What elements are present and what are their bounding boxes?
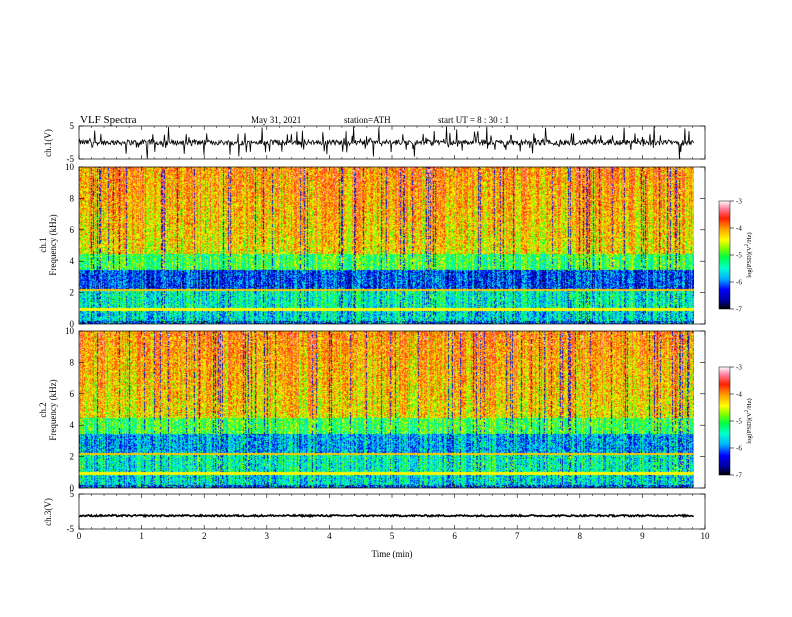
colorbar-tick-label: -5: [736, 418, 742, 426]
y-tick-label: 10: [65, 162, 75, 172]
y-tick-label: 5: [70, 121, 75, 131]
ch3-waveform-panel: 0 1 2 3 4 5 6 7 8 9 10 5 -5: [67, 489, 711, 541]
y-tick-label: 6: [70, 389, 75, 399]
y-tick-label: 4: [70, 256, 75, 266]
ch1-colorbar-label: log(PSD)(V2/Hz): [745, 232, 753, 277]
y-tick-label: 10: [65, 326, 75, 336]
x-tick-label: 1: [139, 531, 144, 541]
colorbar-tick-label: -5: [736, 252, 742, 260]
y-tick-label: 0: [70, 483, 75, 493]
y-tick-label: 5: [70, 489, 75, 499]
y-tick-label: 2: [70, 452, 75, 462]
y-tick-label: -5: [67, 154, 75, 164]
colorbar-tick-label: -4: [736, 225, 742, 233]
ch1-spectrogram-ylabel: Frequency (kHz): [48, 214, 58, 275]
ch2-colorbar: -3 -4 -5 -6 -7 log(PSD)(V2/Hz): [718, 364, 753, 480]
y-tick-label: -5: [67, 524, 75, 534]
x-tick-label: 4: [327, 531, 332, 541]
ch1-spectrogram-ylabel-channel: ch.1: [38, 237, 48, 252]
y-tick-label: 4: [70, 420, 75, 430]
x-tick-label: 2: [202, 531, 207, 541]
x-tick-label: 6: [452, 531, 457, 541]
ch1-spectrogram-panel: 0 2 4 6 8 10: [65, 162, 706, 329]
ch2-spectrogram-ylabel-channel: ch.2: [38, 402, 48, 417]
ch1-colorbar: -3 -4 -5 -6 -7 log(PSD)(V2/Hz): [718, 198, 753, 314]
colorbar-tick-label: -3: [736, 198, 742, 206]
y-tick-label: 8: [70, 357, 75, 367]
ch1-waveform-line: [78, 126, 695, 159]
x-axis-label: Time (min): [372, 549, 413, 559]
colorbar-tick-label: -6: [736, 445, 742, 453]
x-tick-label: 9: [640, 531, 645, 541]
x-tick-label: 5: [390, 531, 395, 541]
ch3-waveform-line: [78, 513, 694, 519]
ch2-colorbar-gradient: [718, 366, 731, 476]
x-tick-label: 0: [77, 531, 82, 541]
colorbar-tick-label: -4: [736, 391, 742, 399]
colorbar-tick-label: -6: [736, 279, 742, 287]
date-label: May 31, 2021: [251, 115, 301, 125]
x-tick-label: 8: [578, 531, 583, 541]
ch2-colorbar-label: log(PSD)(V2/Hz): [745, 398, 753, 443]
ch1-colorbar-gradient: [718, 200, 731, 310]
ch3-waveform-ylabel: ch.3(V): [43, 498, 53, 526]
spectrogram-image: [79, 331, 694, 488]
ch1-waveform-panel: 5 -5: [67, 121, 706, 164]
ch1-waveform-ylabel: ch.1(V): [43, 129, 53, 157]
x-tick-label: 7: [515, 531, 520, 541]
y-tick-label: 2: [70, 288, 75, 298]
colorbar-tick-label: -3: [736, 364, 742, 372]
x-tick-label: 10: [701, 531, 711, 541]
x-tick-label: 3: [265, 531, 270, 541]
ch2-spectrogram-ylabel: Frequency (kHz): [48, 379, 58, 440]
y-tick-label: 0: [70, 319, 75, 329]
y-tick-label: 6: [70, 225, 75, 235]
colorbar-tick-label: -7: [736, 306, 742, 314]
figure-title: VLF Spectra: [80, 114, 137, 126]
ch2-spectrogram-panel: 0 2 4 6 8 10: [65, 326, 706, 493]
colorbar-tick-label: -7: [736, 472, 742, 480]
ch3-waveform-frame: [78, 493, 706, 530]
station-label: station=ATH: [344, 115, 391, 125]
start-time-label: start UT = 8 : 30 : 1: [438, 115, 509, 125]
y-tick-label: 8: [70, 193, 75, 203]
spectrogram-image: [79, 167, 694, 324]
